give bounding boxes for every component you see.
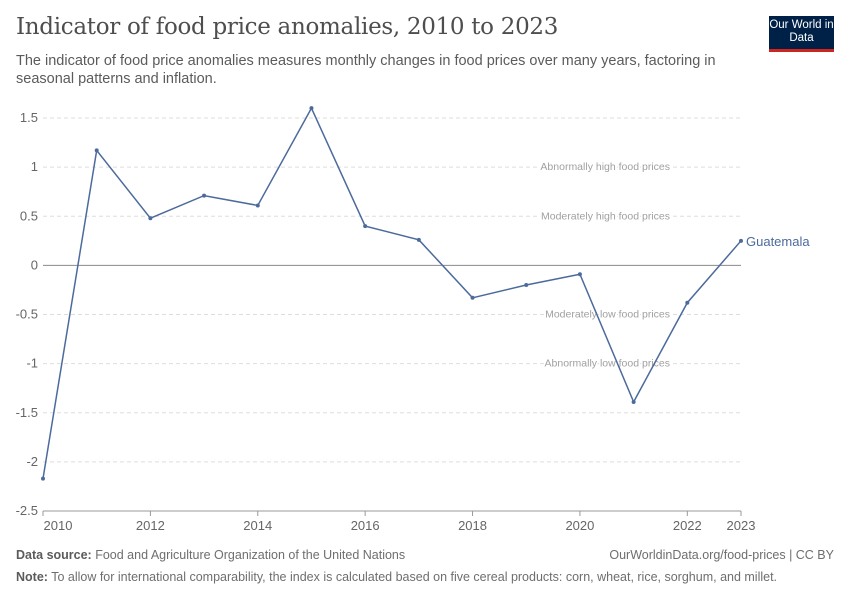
x-tick-label: 2016 — [351, 518, 380, 533]
data-source: Data source: Food and Agriculture Organi… — [16, 548, 406, 562]
data-point — [739, 238, 743, 243]
y-tick-label: -2 — [26, 454, 38, 469]
series-line — [42, 106, 742, 479]
owid-logo[interactable]: Our World in Data — [769, 16, 834, 52]
threshold-label: Moderately low food prices — [545, 309, 670, 321]
y-tick-label: -1.5 — [16, 405, 38, 420]
y-tick-label: 0 — [31, 257, 38, 272]
data-point — [685, 300, 690, 305]
y-tick-label: 1.5 — [20, 110, 38, 125]
x-tick-label: 2012 — [136, 518, 165, 533]
credit-link[interactable]: OurWorldinData.org/food-prices | CC BY — [609, 548, 834, 562]
y-tick-label: -2.5 — [16, 503, 38, 518]
x-tick-label: 2010 — [44, 518, 73, 533]
data-point — [363, 224, 368, 229]
data-point — [148, 216, 153, 221]
threshold-label: Moderately high food prices — [541, 210, 670, 222]
x-tick-label: 2018 — [458, 518, 487, 533]
threshold-label: Abnormally high food prices — [540, 161, 670, 173]
chart-title: Indicator of food price anomalies, 2010 … — [16, 14, 559, 40]
series-label: Guatemala — [746, 234, 810, 249]
data-point — [255, 203, 260, 208]
data-point — [577, 272, 582, 277]
y-tick-label: -1 — [26, 356, 38, 371]
data-point — [202, 193, 207, 198]
data-point — [41, 476, 45, 481]
data-point — [631, 399, 636, 404]
y-tick-label: 1 — [31, 159, 38, 174]
data-point — [94, 148, 99, 153]
threshold-label: Abnormally low food prices — [545, 358, 670, 370]
data-point — [470, 295, 475, 300]
y-tick-label: -0.5 — [16, 307, 38, 322]
x-tick-label: 2020 — [565, 518, 594, 533]
data-point — [416, 237, 421, 242]
x-tick-label: 2023 — [727, 518, 756, 533]
chart-subtitle: The indicator of food price anomalies me… — [16, 53, 716, 87]
note: Note: To allow for international compara… — [16, 570, 778, 584]
x-tick-label: 2014 — [243, 518, 272, 533]
data-point — [309, 106, 314, 111]
y-tick-label: 0.5 — [20, 208, 38, 223]
data-point — [524, 283, 529, 288]
x-tick-label: 2022 — [673, 518, 702, 533]
